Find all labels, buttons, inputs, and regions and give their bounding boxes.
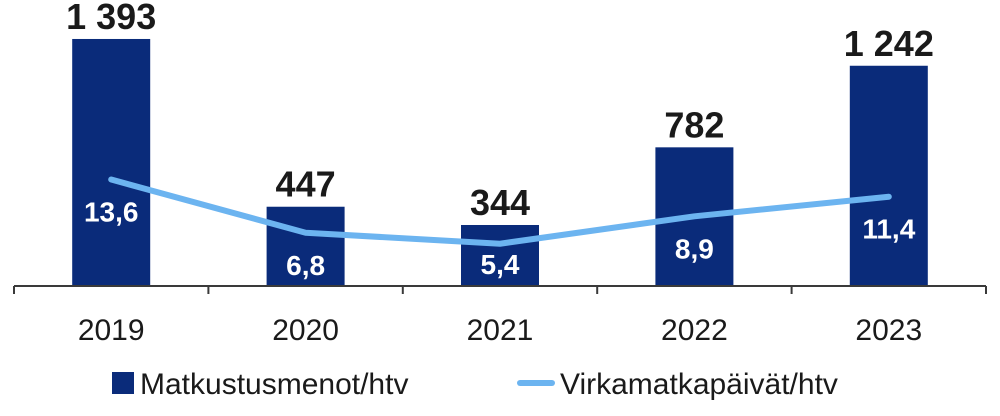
bar-value-label-2019: 1 393 bbox=[66, 0, 156, 37]
line-labels-group: 13,6 6,8 5,4 8,9 11,4 bbox=[84, 197, 916, 281]
legend-line-label: Virkamatkapäivät/htv bbox=[560, 368, 838, 401]
bar-2021 bbox=[461, 224, 539, 286]
line-value-label-2023: 11,4 bbox=[862, 214, 915, 245]
bar-value-label-2021: 344 bbox=[470, 182, 530, 223]
series-line-virkamatkapaivat bbox=[108, 176, 892, 247]
legend-bar-swatch bbox=[112, 372, 134, 394]
bars-group bbox=[72, 38, 928, 286]
x-tick-label-2023: 2023 bbox=[855, 314, 922, 347]
bar-2019 bbox=[72, 38, 151, 286]
bar-value-label-2022: 782 bbox=[664, 104, 724, 145]
x-tick-label-2020: 2020 bbox=[272, 314, 339, 347]
bar-2023 bbox=[849, 65, 928, 286]
line-value-label-2020: 6,8 bbox=[286, 250, 325, 281]
bar-value-label-2020: 447 bbox=[276, 164, 336, 205]
bar-value-label-2023: 1 242 bbox=[844, 23, 934, 64]
bar-2020 bbox=[266, 206, 345, 286]
line-value-label-2022: 8,9 bbox=[675, 233, 714, 264]
legend: Matkustusmenot/htv Virkamatkapäivät/htv bbox=[112, 368, 838, 401]
x-tick-label-2022: 2022 bbox=[661, 314, 728, 347]
legend-bar-label: Matkustusmenot/htv bbox=[140, 368, 408, 401]
line-value-label-2019: 13,6 bbox=[84, 197, 139, 228]
line-value-label-2021: 5,4 bbox=[481, 249, 520, 280]
x-tick-label-2021: 2021 bbox=[467, 314, 534, 347]
x-tick-label-2019: 2019 bbox=[78, 314, 145, 347]
x-axis-tick-labels: 2019 2020 2021 2022 2023 bbox=[78, 314, 922, 347]
bar-labels-group: 1 393 447 344 782 1 242 bbox=[66, 0, 934, 223]
x-axis-ticks bbox=[13, 286, 987, 294]
